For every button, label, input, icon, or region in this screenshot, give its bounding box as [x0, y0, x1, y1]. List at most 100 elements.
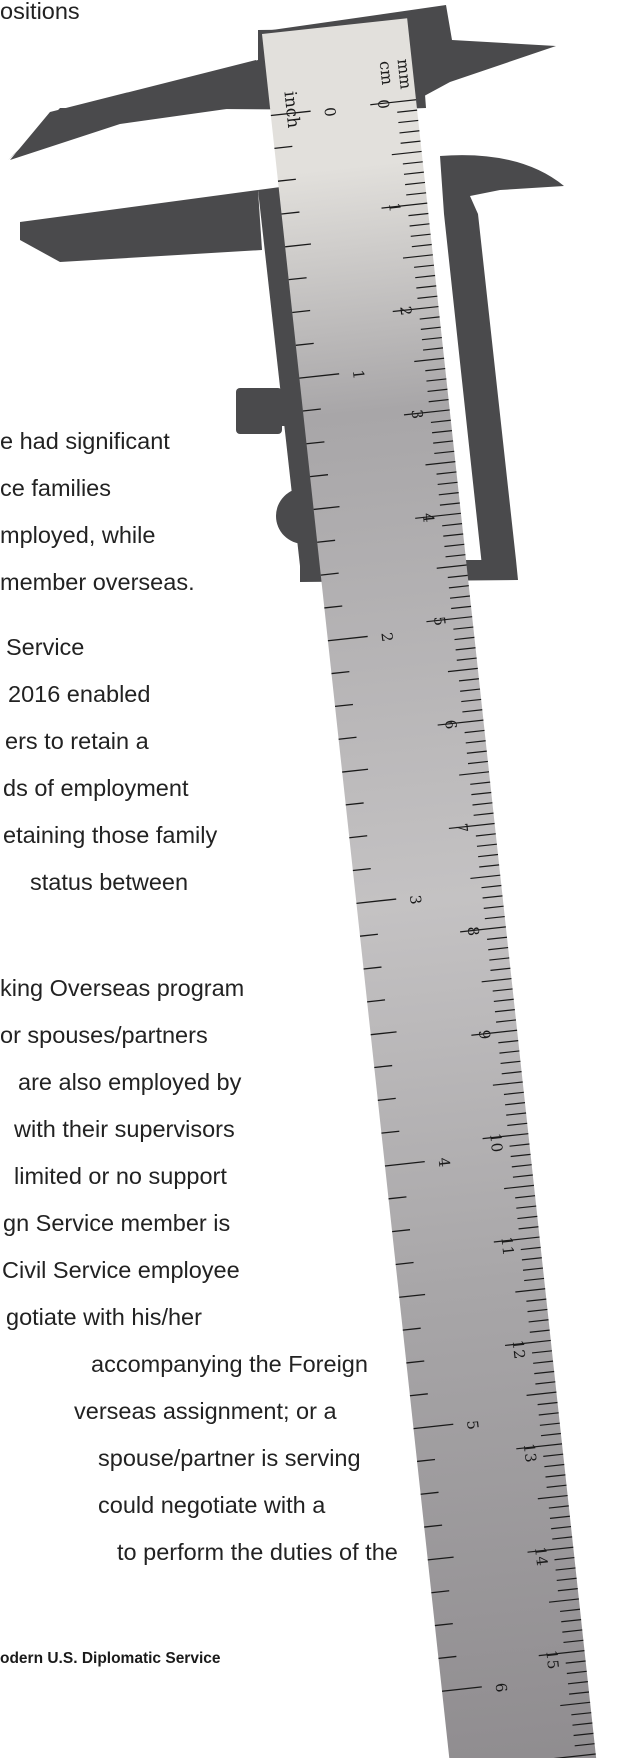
inch-number: 4: [434, 1157, 453, 1168]
mm-tick: [416, 285, 437, 289]
mm-tick: [448, 822, 495, 830]
inch-tick: [381, 1130, 400, 1134]
mm-tick: [408, 212, 429, 217]
mm-tick: [538, 1412, 559, 1416]
inch-tick: [345, 802, 364, 806]
inch-tick: [388, 1196, 407, 1200]
inch-tick: [438, 1655, 457, 1660]
mm-tick: [546, 1484, 567, 1488]
inch-tick: [349, 835, 368, 839]
cm-number: 14: [531, 1546, 551, 1567]
mm-tick: [510, 1153, 531, 1158]
mm-tick: [455, 647, 476, 651]
mm-tick: [475, 833, 496, 837]
mm-tick: [420, 326, 441, 330]
mm-tick: [464, 729, 485, 734]
mm-tick: [492, 1081, 523, 1086]
text-fragment-top: ositions: [0, 0, 80, 24]
mm-tick: [563, 1639, 584, 1644]
mm-tick: [529, 1329, 550, 1333]
inch-tick: [327, 635, 368, 642]
text-line: Service: [6, 634, 85, 660]
inch-tick: [420, 1491, 439, 1495]
mm-tick: [458, 678, 479, 682]
mm-tick: [552, 1536, 573, 1540]
inch-tick: [288, 277, 307, 281]
mm-tick: [460, 688, 481, 692]
text-line: verseas assignment; or a: [74, 1398, 337, 1424]
inch-number: 6: [492, 1682, 511, 1693]
text-line: gotiate with his/her: [6, 1304, 202, 1330]
mm-tick: [397, 109, 418, 113]
mm-tick: [507, 1122, 528, 1127]
inch-tick: [374, 1064, 393, 1069]
mm-tick: [548, 1505, 569, 1509]
text-line: with their supervisors: [14, 1116, 235, 1142]
inch-tick: [402, 1327, 421, 1331]
inch-tick: [277, 178, 296, 182]
mm-tick: [482, 1133, 529, 1140]
mm-tick: [411, 243, 432, 248]
mm-tick: [425, 367, 446, 372]
mm-tick: [482, 895, 503, 899]
cm-number: 8: [464, 926, 483, 937]
mm-tick: [448, 585, 469, 589]
mm-tick: [456, 657, 477, 661]
mm-tick: [431, 430, 453, 434]
inch-tick: [395, 1261, 414, 1266]
mm-tick: [426, 616, 473, 623]
mm-tick: [555, 1567, 576, 1571]
mm-tick: [509, 1143, 530, 1147]
text-line: ers to retain a: [5, 728, 149, 754]
mm-tick: [512, 1174, 533, 1178]
mm-tick: [427, 388, 448, 393]
inch-tick: [356, 898, 397, 905]
inch-tick: [302, 408, 321, 412]
cm-number: 9: [475, 1029, 494, 1040]
text-line: ce families: [0, 475, 112, 501]
mm-tick: [437, 481, 458, 486]
mm-tick: [527, 1308, 548, 1313]
mm-tick: [493, 1236, 540, 1243]
mm-tick: [504, 1339, 551, 1347]
mm-tick: [516, 1205, 537, 1209]
cm-number: 7: [452, 822, 471, 833]
mm-tick: [560, 1608, 581, 1613]
mm-tick: [402, 254, 433, 259]
mm-tick: [535, 1381, 556, 1385]
mm-tick: [426, 378, 447, 382]
mm-tick: [488, 946, 509, 951]
cm-number: 12: [509, 1339, 529, 1360]
inch-tick: [363, 966, 382, 970]
inch-number: 2: [377, 631, 396, 642]
mm-tick: [531, 1350, 552, 1354]
mm-tick: [521, 1257, 542, 1261]
mm-tick: [537, 1401, 558, 1406]
mm-tick: [459, 771, 490, 776]
mm-tick: [543, 1453, 564, 1457]
cm-number: 11: [497, 1236, 517, 1257]
mm-tick: [461, 698, 482, 703]
thumb-lock-screw: [236, 388, 282, 434]
inch-tick: [352, 867, 371, 872]
inch-tick: [274, 145, 293, 149]
mm-tick: [528, 1319, 549, 1323]
mm-tick: [460, 926, 506, 933]
inch-tick: [295, 342, 314, 346]
mm-tick: [370, 99, 417, 106]
text-line: member overseas.: [0, 569, 195, 595]
text-line: spouse/partner is serving: [98, 1445, 361, 1471]
mm-tick: [437, 719, 484, 726]
mm-tick: [439, 502, 460, 506]
mm-tick: [549, 1515, 570, 1519]
mm-tick: [538, 1650, 585, 1657]
inch-number: 3: [406, 894, 425, 905]
mm-tick: [406, 192, 427, 196]
mm-tick: [565, 1660, 586, 1664]
text-line: gn Service member is: [3, 1210, 231, 1236]
mm-tick: [574, 1743, 595, 1747]
mm-tick: [453, 626, 474, 630]
mm-tick: [573, 1732, 594, 1737]
mm-tick: [403, 171, 424, 175]
